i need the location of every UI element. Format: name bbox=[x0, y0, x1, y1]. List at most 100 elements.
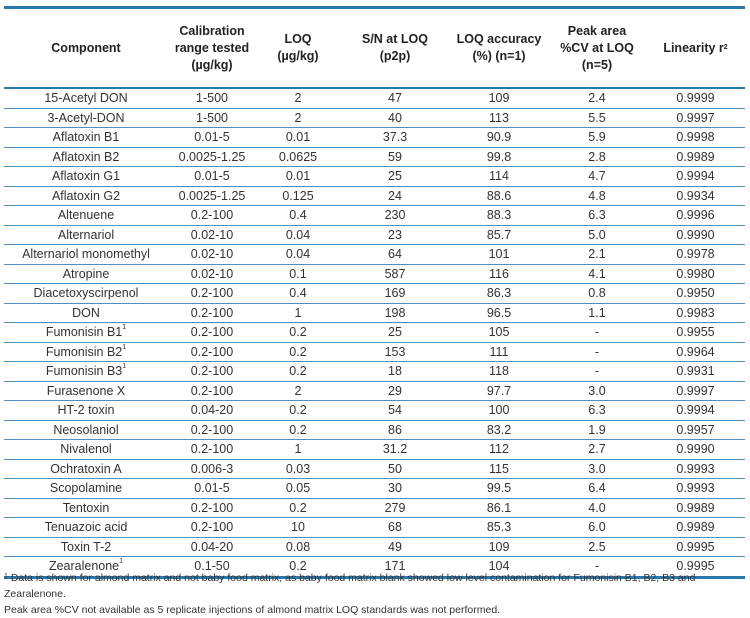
cell-text: 4.1 bbox=[588, 266, 606, 281]
cell-text: 68 bbox=[388, 520, 402, 535]
table-row: Neosolaniol 0.2-100 0.2 86 83.2 1.9 0.9957 bbox=[4, 420, 745, 440]
cell-accuracy: 109 bbox=[450, 537, 548, 557]
header-line: (µg/kg) bbox=[191, 57, 233, 72]
cell-text: 2.8 bbox=[588, 149, 606, 164]
cell-accuracy: 86.1 bbox=[450, 498, 548, 518]
cell-text: 54 bbox=[388, 403, 402, 418]
header-calibration-range: Calibration range tested (µg/kg) bbox=[168, 8, 256, 89]
table-row: Furasenone X 0.2-100 2 29 97.7 3.0 0.9997 bbox=[4, 381, 745, 401]
cell-text: 118 bbox=[489, 364, 509, 379]
cell-text: 85.7 bbox=[486, 227, 512, 242]
cell-text: 0.9950 bbox=[676, 286, 715, 301]
footnote-ref: 1 bbox=[122, 343, 127, 351]
cell-text: 86.1 bbox=[486, 500, 512, 515]
cell-cv: 4.7 bbox=[548, 167, 646, 187]
cell-text: 0.9995 bbox=[676, 559, 715, 574]
cell-range: 0.2-100 bbox=[168, 440, 256, 460]
cell-loq: 0.2 bbox=[256, 323, 340, 343]
cell-cv: - bbox=[548, 323, 646, 343]
cell-text: 0.006-3 bbox=[190, 461, 234, 476]
cell-sn: 86 bbox=[340, 420, 450, 440]
footnote-ref: 1 bbox=[119, 558, 124, 566]
cell-text: 1-500 bbox=[196, 110, 228, 125]
cell-component: Aflatoxin B2 bbox=[4, 147, 168, 167]
cell-text: 0.1 bbox=[289, 266, 307, 281]
cell-accuracy: 105 bbox=[450, 323, 548, 343]
cell-component: 15-Acetyl DON bbox=[4, 88, 168, 108]
cell-loq: 0.01 bbox=[256, 128, 340, 148]
cell-text: Tenuazoic acid bbox=[44, 520, 128, 535]
cell-text: 0.9990 bbox=[676, 227, 715, 242]
cell-r2: 0.9980 bbox=[646, 264, 745, 284]
cell-sn: 230 bbox=[340, 206, 450, 226]
cell-text: 99.8 bbox=[486, 149, 512, 164]
cell-loq: 1 bbox=[256, 303, 340, 323]
cell-text: 0.2-100 bbox=[190, 286, 234, 301]
cell-range: 0.04-20 bbox=[168, 537, 256, 557]
cell-accuracy: 116 bbox=[450, 264, 548, 284]
cell-text: 1 bbox=[294, 442, 302, 457]
cell-text: 0.9993 bbox=[676, 461, 715, 476]
cell-text: 0.4 bbox=[289, 286, 307, 301]
cell-text: 105 bbox=[488, 325, 510, 340]
footnote-text: Data is shown for almond matrix and not … bbox=[4, 572, 696, 600]
cell-loq: 0.2 bbox=[256, 420, 340, 440]
cell-text: 59 bbox=[388, 149, 402, 164]
cell-accuracy: 97.7 bbox=[450, 381, 548, 401]
cell-text: 3.0 bbox=[588, 461, 606, 476]
cell-text: 171 bbox=[384, 559, 406, 574]
cell-text: 1.1 bbox=[588, 305, 606, 320]
cell-loq: 0.0625 bbox=[256, 147, 340, 167]
cell-text: 25 bbox=[388, 325, 402, 340]
cell-text: 0.02-10 bbox=[190, 247, 234, 262]
cell-accuracy: 83.2 bbox=[450, 420, 548, 440]
header-line: (µg/kg) bbox=[277, 49, 319, 63]
cell-component: Fumonisin B11 bbox=[4, 323, 168, 343]
cell-accuracy: 85.3 bbox=[450, 518, 548, 538]
cell-text: Aflatoxin G1 bbox=[51, 169, 121, 184]
cell-text: 2.7 bbox=[588, 442, 606, 457]
header-loq: LOQ (µg/kg) bbox=[256, 8, 340, 89]
cell-component: Atropine bbox=[4, 264, 168, 284]
cell-sn: 30 bbox=[340, 479, 450, 499]
cell-text: Neosolaniol bbox=[53, 422, 119, 437]
cell-sn: 169 bbox=[340, 284, 450, 304]
cell-component: Nivalenol bbox=[4, 440, 168, 460]
cell-text: 97.7 bbox=[486, 383, 512, 398]
cell-text: 0.02-10 bbox=[190, 227, 234, 242]
cell-range: 0.01-5 bbox=[168, 167, 256, 187]
cell-text: 0.9989 bbox=[676, 149, 715, 164]
cell-sn: 25 bbox=[340, 167, 450, 187]
cell-r2: 0.9934 bbox=[646, 186, 745, 206]
cell-text: 0.2 bbox=[289, 559, 307, 574]
cell-text: 6.3 bbox=[588, 403, 606, 418]
cell-cv: 6.3 bbox=[548, 206, 646, 226]
cell-range: 1-500 bbox=[168, 108, 256, 128]
cell-sn: 50 bbox=[340, 459, 450, 479]
cell-text: 0.9983 bbox=[676, 305, 715, 320]
cell-text: 0.9999 bbox=[676, 91, 715, 106]
cell-text: 47 bbox=[388, 91, 402, 106]
cell-text: 0.2-100 bbox=[190, 383, 234, 398]
cell-sn: 29 bbox=[340, 381, 450, 401]
cell-range: 0.2-100 bbox=[168, 362, 256, 382]
cell-component: Tentoxin bbox=[4, 498, 168, 518]
header-line: S/N at LOQ bbox=[362, 32, 428, 46]
cell-r2: 0.9989 bbox=[646, 147, 745, 167]
cell-sn: 23 bbox=[340, 225, 450, 245]
cell-r2: 0.9994 bbox=[646, 167, 745, 187]
cell-text: 0.2 bbox=[289, 325, 307, 340]
cell-range: 0.0025-1.25 bbox=[168, 147, 256, 167]
cell-text: 0.2-100 bbox=[190, 364, 234, 379]
cell-text: 0.01-5 bbox=[194, 130, 230, 145]
cell-r2: 0.9931 bbox=[646, 362, 745, 382]
cell-sn: 37.3 bbox=[340, 128, 450, 148]
cell-text: 0.2-100 bbox=[190, 422, 234, 437]
table-row: Aflatoxin B2 0.0025-1.25 0.0625 59 99.8 2.8 0.… bbox=[4, 147, 745, 167]
cell-cv: 6.0 bbox=[548, 518, 646, 538]
cell-text: 30 bbox=[388, 481, 402, 496]
cell-text: 0.04-20 bbox=[190, 403, 234, 418]
cell-accuracy: 86.3 bbox=[450, 284, 548, 304]
cell-range: 0.2-100 bbox=[168, 323, 256, 343]
cell-text: 198 bbox=[384, 305, 406, 320]
